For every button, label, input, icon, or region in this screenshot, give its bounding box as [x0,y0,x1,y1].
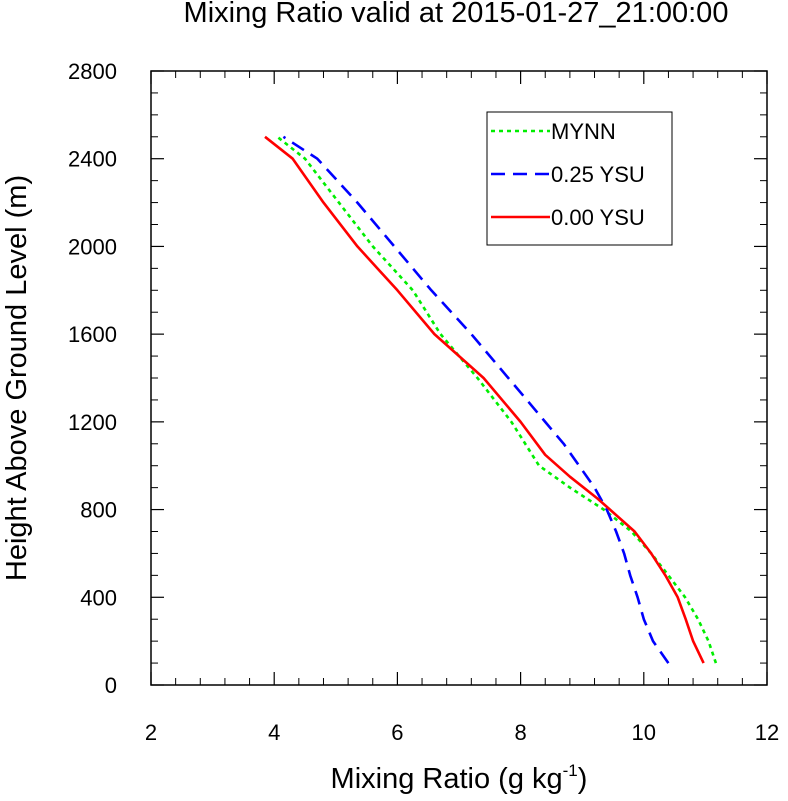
legend-box [486,111,673,246]
x-tick-label: 12 [755,720,779,745]
x-tick-label: 6 [391,720,403,745]
x-tick-label: 4 [268,720,280,745]
x-tick-label: 8 [514,720,526,745]
y-tick-label: 0 [105,673,117,698]
tick-labels: 2 4 6 8 10 12 0 400 800 1200 1600 2000 2400 2800 [68,59,779,745]
y-tick-label: 1200 [68,410,117,435]
y-tick-label: 2800 [68,59,117,84]
series-line-0-00-ysu [264,135,705,664]
legend-label-0-00-ysu: 0.00 YSU [551,205,645,230]
series-line-0-25-ysu [282,135,670,664]
chart-title: Mixing Ratio valid at 2015-01-27_21:00:0… [184,0,729,29]
y-tick-label: 2400 [68,147,117,172]
x-axis-title: Mixing Ratio (g kg-1) [331,761,588,795]
x-tick-label: 2 [145,720,157,745]
legend-label-mynn: MYNN [551,119,616,144]
legend: MYNN 0.25 YSU 0.00 YSU [486,111,673,246]
y-tick-label: 400 [80,585,117,610]
x-axis-title-end: ) [578,763,588,795]
plot-series [264,135,718,664]
x-axis-title-superscript: -1 [563,761,578,780]
y-tick-label: 1600 [68,322,117,347]
x-axis-title-main: Mixing Ratio (g kg [331,763,563,795]
axis-ticks [150,70,768,686]
y-tick-label: 800 [80,498,117,523]
x-tick-label: 10 [632,720,656,745]
y-axis-title: Height Above Ground Level (m) [1,175,33,581]
legend-label-0-25-ysu: 0.25 YSU [551,162,645,187]
y-tick-label: 2000 [68,234,117,259]
